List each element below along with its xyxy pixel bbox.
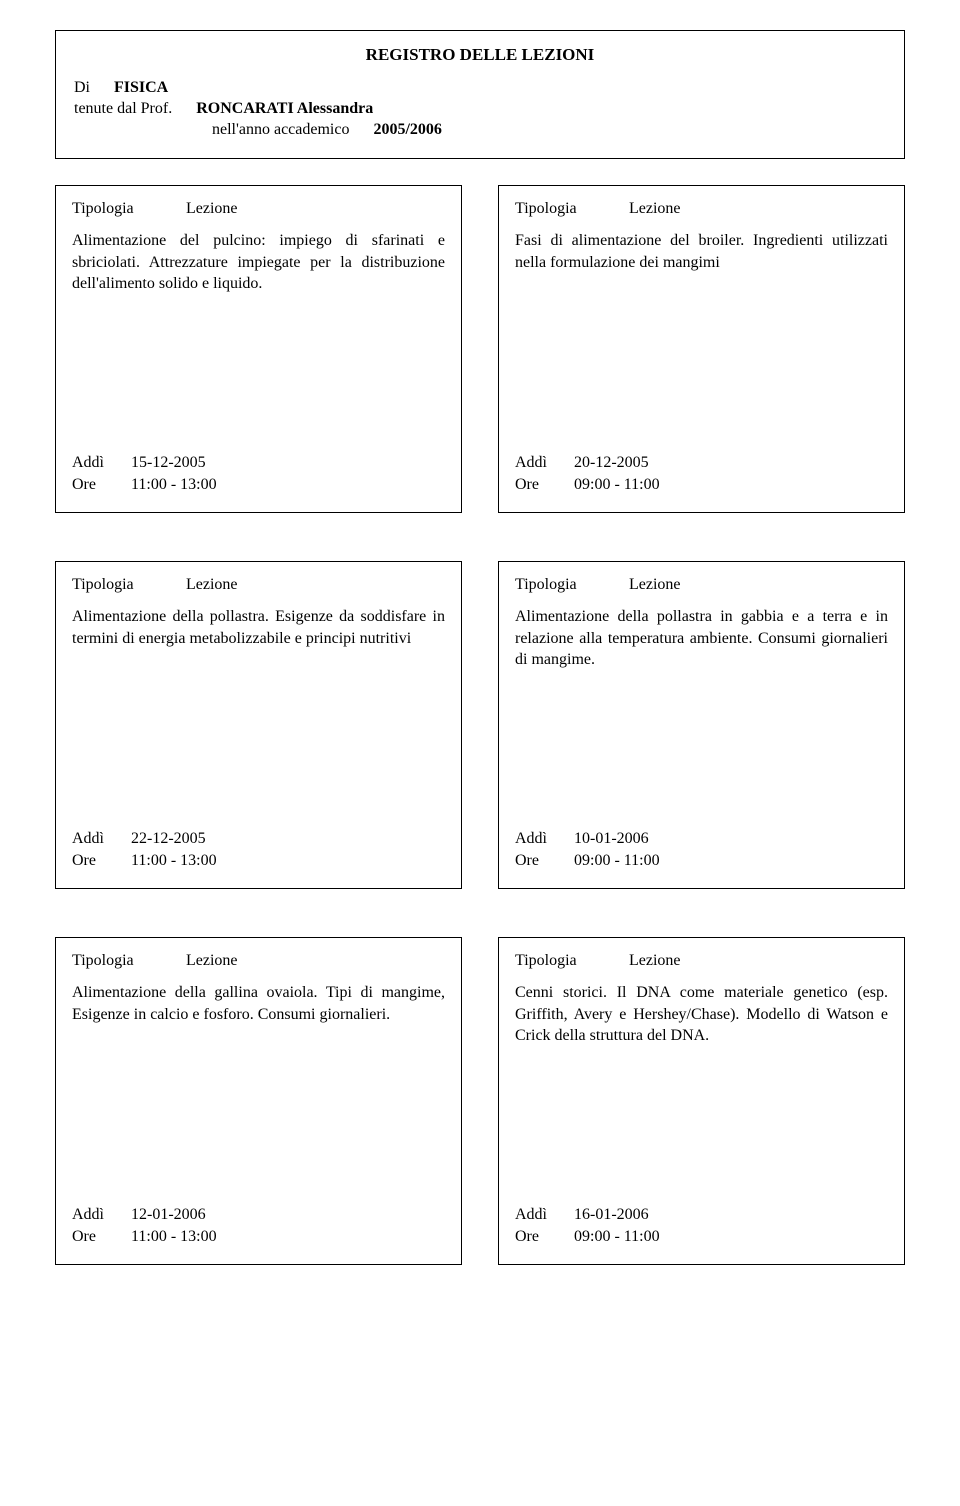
- addi-label: Addì: [72, 1206, 127, 1224]
- time-value: 09:00 - 11:00: [574, 476, 660, 493]
- entry-box: Tipologia Lezione Alimentazione del pulc…: [55, 185, 462, 513]
- time-line: Ore 11:00 - 13:00: [72, 1228, 445, 1246]
- time-line: Ore 11:00 - 13:00: [72, 476, 445, 494]
- date-value: 16-01-2006: [574, 1206, 649, 1223]
- entry-body: Fasi di alimentazione del broiler. Ingre…: [515, 230, 888, 273]
- ore-label: Ore: [515, 476, 570, 494]
- year-line: nell'anno accademico 2005/2006: [212, 121, 886, 139]
- tipologia-value: Lezione: [629, 952, 681, 969]
- tipologia-label: Tipologia: [72, 576, 182, 594]
- tipologia-label: Tipologia: [515, 952, 625, 970]
- tenute-label: tenute dal Prof.: [74, 100, 172, 117]
- entry-row-3: Tipologia Lezione Alimentazione della ga…: [55, 937, 905, 1265]
- entry-box: Tipologia Lezione Alimentazione della po…: [55, 561, 462, 889]
- date-value: 22-12-2005: [131, 830, 206, 847]
- ore-label: Ore: [515, 1228, 570, 1246]
- register-title: REGISTRO DELLE LEZIONI: [74, 45, 886, 65]
- date-value: 12-01-2006: [131, 1206, 206, 1223]
- tipologia-line: Tipologia Lezione: [515, 576, 888, 594]
- date-value: 15-12-2005: [131, 454, 206, 471]
- tipologia-value: Lezione: [629, 576, 681, 593]
- time-line: Ore 09:00 - 11:00: [515, 476, 888, 494]
- addi-label: Addì: [72, 830, 127, 848]
- tipologia-label: Tipologia: [515, 200, 625, 218]
- ore-label: Ore: [72, 852, 127, 870]
- di-label: Di: [74, 79, 90, 96]
- time-line: Ore 11:00 - 13:00: [72, 852, 445, 870]
- addi-label: Addì: [72, 454, 127, 472]
- tipologia-line: Tipologia Lezione: [515, 952, 888, 970]
- tipologia-line: Tipologia Lezione: [72, 952, 445, 970]
- date-value: 10-01-2006: [574, 830, 649, 847]
- time-value: 09:00 - 11:00: [574, 852, 660, 869]
- time-value: 11:00 - 13:00: [131, 476, 217, 493]
- entry-box: Tipologia Lezione Alimentazione della ga…: [55, 937, 462, 1265]
- year-value: 2005/2006: [373, 121, 441, 138]
- entry-body: Alimentazione della pollastra in gabbia …: [515, 606, 888, 671]
- date-line: Addì 15-12-2005: [72, 454, 445, 472]
- prof-name: RONCARATI Alessandra: [196, 100, 373, 117]
- ore-label: Ore: [515, 852, 570, 870]
- entry-body: Cenni storici. Il DNA come materiale gen…: [515, 982, 888, 1047]
- entry-box: Tipologia Lezione Cenni storici. Il DNA …: [498, 937, 905, 1265]
- date-line: Addì 22-12-2005: [72, 830, 445, 848]
- tipologia-line: Tipologia Lezione: [72, 576, 445, 594]
- ore-label: Ore: [72, 476, 127, 494]
- entry-row-1: Tipologia Lezione Alimentazione del pulc…: [55, 185, 905, 513]
- tipologia-value: Lezione: [186, 200, 238, 217]
- tipologia-label: Tipologia: [515, 576, 625, 594]
- year-label: nell'anno accademico: [212, 121, 349, 138]
- header-box: REGISTRO DELLE LEZIONI Di FISICA tenute d…: [55, 30, 905, 159]
- prof-line: tenute dal Prof. RONCARATI Alessandra: [74, 100, 886, 118]
- time-value: 11:00 - 13:00: [131, 1228, 217, 1245]
- tipologia-line: Tipologia Lezione: [72, 200, 445, 218]
- subject-line: Di FISICA: [74, 79, 886, 97]
- entry-body: Alimentazione della gallina ovaiola. Tip…: [72, 982, 445, 1025]
- tipologia-label: Tipologia: [72, 952, 182, 970]
- entry-box: Tipologia Lezione Fasi di alimentazione …: [498, 185, 905, 513]
- tipologia-line: Tipologia Lezione: [515, 200, 888, 218]
- entry-body: Alimentazione del pulcino: impiego di sf…: [72, 230, 445, 295]
- entry-row-2: Tipologia Lezione Alimentazione della po…: [55, 561, 905, 889]
- date-value: 20-12-2005: [574, 454, 649, 471]
- entry-body: Alimentazione della pollastra. Esigenze …: [72, 606, 445, 649]
- entry-box: Tipologia Lezione Alimentazione della po…: [498, 561, 905, 889]
- date-line: Addì 10-01-2006: [515, 830, 888, 848]
- addi-label: Addì: [515, 1206, 570, 1224]
- time-value: 11:00 - 13:00: [131, 852, 217, 869]
- time-line: Ore 09:00 - 11:00: [515, 852, 888, 870]
- subject-value: FISICA: [114, 79, 168, 96]
- addi-label: Addì: [515, 830, 570, 848]
- date-line: Addì 20-12-2005: [515, 454, 888, 472]
- time-value: 09:00 - 11:00: [574, 1228, 660, 1245]
- tipologia-value: Lezione: [186, 576, 238, 593]
- addi-label: Addì: [515, 454, 570, 472]
- ore-label: Ore: [72, 1228, 127, 1246]
- tipologia-value: Lezione: [186, 952, 238, 969]
- date-line: Addì 16-01-2006: [515, 1206, 888, 1224]
- date-line: Addì 12-01-2006: [72, 1206, 445, 1224]
- time-line: Ore 09:00 - 11:00: [515, 1228, 888, 1246]
- tipologia-value: Lezione: [629, 200, 681, 217]
- tipologia-label: Tipologia: [72, 200, 182, 218]
